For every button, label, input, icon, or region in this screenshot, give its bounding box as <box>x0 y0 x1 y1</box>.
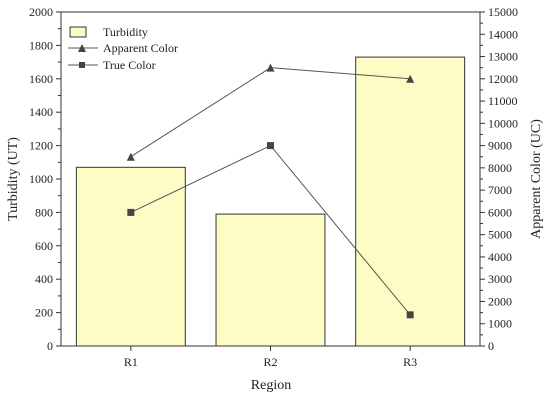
legend-swatch-turbidity <box>69 26 87 38</box>
legend-label-turbidity: Turbidity <box>103 25 148 39</box>
right-tick-label: 11000 <box>488 94 518 108</box>
left-tick-label: 1600 <box>29 72 53 86</box>
legend-marker-apparent-color <box>78 44 86 52</box>
right-tick-label: 7000 <box>488 183 512 197</box>
legend-label-true-color: True Color <box>103 58 156 72</box>
left-tick-label: 200 <box>35 306 53 320</box>
left-axis-title: Turbidity (UT) <box>6 137 21 221</box>
left-tick-label: 600 <box>35 239 53 253</box>
x-tick-label-r2: R2 <box>263 355 277 369</box>
point-true-color-r3 <box>406 311 414 319</box>
right-tick-label: 12000 <box>488 72 518 86</box>
left-tick-label: 1000 <box>29 172 53 186</box>
right-tick-label: 14000 <box>488 27 518 41</box>
right-axis-title: Apparent Color (UC) <box>529 119 544 239</box>
right-tick-label: 8000 <box>488 161 512 175</box>
right-tick-label: 0 <box>488 339 494 353</box>
lines-layer <box>126 63 415 319</box>
point-true-color-r2 <box>267 142 274 150</box>
right-tick-label: 13000 <box>488 50 518 64</box>
left-tick-label: 2000 <box>29 5 53 19</box>
right-tick-label: 1000 <box>488 317 512 331</box>
legend: Turbidity Apparent Color True Color <box>68 25 178 72</box>
left-tick-label: 1200 <box>29 139 53 153</box>
right-tick-label: 10000 <box>488 116 518 130</box>
right-tick-label: 6000 <box>488 205 512 219</box>
bar-r3 <box>355 56 466 347</box>
point-true-color-r1 <box>127 208 135 216</box>
x-axis: R1 R2 R3 <box>124 346 417 369</box>
point-apparent-color-r2 <box>266 63 275 72</box>
left-tick-label: 800 <box>35 205 53 219</box>
bars-layer <box>75 56 466 347</box>
right-tick-label: 9000 <box>488 139 512 153</box>
point-apparent-color-r1 <box>126 152 135 161</box>
right-tick-label: 2000 <box>488 294 512 308</box>
x-tick-label-r3: R3 <box>403 355 417 369</box>
left-tick-label: 1400 <box>29 105 53 119</box>
left-tick-label: 400 <box>35 272 53 286</box>
right-tick-label: 3000 <box>488 272 512 286</box>
bar-r1 <box>75 166 186 347</box>
left-tick-label: 1800 <box>29 38 53 52</box>
right-tick-label: 5000 <box>488 228 512 242</box>
legend-marker-true-color <box>79 62 85 68</box>
legend-label-apparent-color: Apparent Color <box>103 41 178 55</box>
bar-r2 <box>215 213 326 347</box>
x-axis-title: Region <box>251 378 291 393</box>
left-tick-label: 0 <box>47 339 53 353</box>
right-tick-label: 4000 <box>488 250 512 264</box>
left-axis: 0 200 400 600 800 1000 1200 1400 1600 1800 2000 <box>29 5 61 353</box>
x-tick-label-r1: R1 <box>124 355 138 369</box>
right-tick-label: 15000 <box>488 5 518 19</box>
point-apparent-color-r3 <box>406 74 415 83</box>
right-axis: 0 1000 2000 3000 4000 5000 6000 7000 8000 9000 100… <box>480 5 518 353</box>
